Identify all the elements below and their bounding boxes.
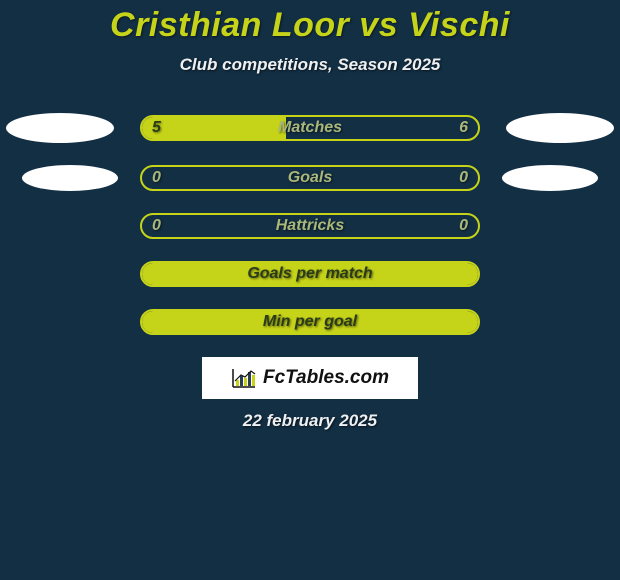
stat-bars: 5Matches60Goals00Hattricks0Goals per mat… [0, 113, 620, 335]
stat-bar: 5Matches6 [140, 115, 480, 141]
player-marker-right [502, 165, 598, 191]
stat-label: Hattricks [142, 215, 478, 237]
stat-row: Min per goal [0, 309, 620, 335]
stat-row: 5Matches6 [0, 113, 620, 143]
stat-bar: Goals per match [140, 261, 480, 287]
stat-row: 0Goals0 [0, 165, 620, 191]
title: Cristhian Loor vs Vischi [0, 6, 620, 45]
logo-text: FcTables.com [263, 367, 389, 389]
stat-bar: Min per goal [140, 309, 480, 335]
stat-bar: 0Hattricks0 [140, 213, 480, 239]
stat-bar: 0Goals0 [140, 165, 480, 191]
player-marker-right [506, 113, 614, 143]
stat-label: Goals [142, 167, 478, 189]
stat-row: 0Hattricks0 [0, 213, 620, 239]
stat-label: Matches [142, 117, 478, 139]
player-marker-left [6, 113, 114, 143]
logo-box: FcTables.com [202, 357, 418, 399]
stat-row: Goals per match [0, 261, 620, 287]
stat-value-right: 6 [459, 117, 468, 139]
subtitle: Club competitions, Season 2025 [0, 55, 620, 75]
player-marker-left [22, 165, 118, 191]
stat-label: Min per goal [142, 311, 478, 333]
stat-value-right: 0 [459, 167, 468, 189]
stat-label: Goals per match [142, 263, 478, 285]
stat-value-right: 0 [459, 215, 468, 237]
date: 22 february 2025 [0, 411, 620, 431]
chart-icon [231, 367, 257, 389]
infographic-container: Cristhian Loor vs Vischi Club competitio… [0, 0, 620, 431]
